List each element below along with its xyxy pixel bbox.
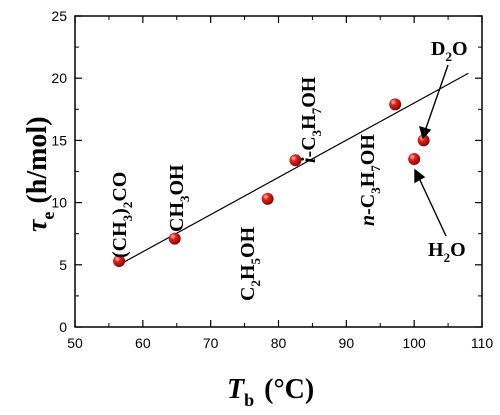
x-tick-label: 50 (67, 335, 83, 351)
y-tick-label: 25 (51, 8, 67, 24)
x-axis-unit: (°C) (264, 374, 314, 405)
annot-methanol: CH3OH (166, 164, 192, 232)
data-point (261, 192, 274, 205)
x-axis-title: Tb (°C) (227, 374, 314, 410)
x-axis-subscript: b (244, 390, 254, 410)
data-point (408, 153, 421, 166)
h2o-arrowhead (414, 168, 426, 184)
annot-acetone: (CH3)2CO (109, 172, 135, 258)
annotations: (CH3)2CO CH3OH C2H5OH i-C3H7OH n-C3H7OH … (109, 38, 468, 301)
y-axis-unit: (h/mol) (22, 116, 53, 203)
y-tick-label: 5 (59, 257, 67, 273)
annot-h2o: H2O (428, 239, 466, 265)
x-tick-label: 60 (135, 335, 151, 351)
axis-ticks (74, 15, 483, 328)
data-point (417, 134, 430, 147)
y-tick-label: 20 (51, 70, 67, 86)
data-points (113, 98, 430, 268)
y-axis-symbol: τ (22, 218, 53, 232)
y-axis-subscript: e (38, 212, 58, 220)
data-point (168, 232, 181, 245)
annot-d2o: D2O (431, 38, 468, 64)
annot-ethanol: C2H5OH (237, 226, 263, 301)
data-point (389, 98, 402, 111)
x-tick-label: 110 (471, 335, 494, 351)
y-tick-label: 10 (51, 195, 67, 211)
y-axis-title: τe (h/mol) (22, 116, 58, 232)
annot-isopropanol: i-C3H7OH (298, 76, 324, 163)
annotation-arrows (414, 64, 449, 237)
data-point (113, 255, 126, 268)
d2o-arrow-line (424, 64, 449, 132)
data-point (289, 154, 302, 167)
x-axis-symbol: T (227, 374, 246, 405)
x-tick-label: 100 (402, 335, 426, 351)
y-tick-label: 0 (59, 319, 67, 335)
fit-line (118, 72, 469, 266)
d2o-arrowhead (418, 125, 432, 140)
annot-npropanol: n-C3H7OH (357, 134, 383, 226)
h2o-arrow-line (418, 177, 447, 237)
tick-labels: 50 60 70 80 90 100 110 0 5 10 15 20 25 (51, 8, 493, 351)
x-tick-label: 90 (339, 335, 355, 351)
plot-frame (74, 15, 483, 328)
y-tick-label: 15 (51, 132, 67, 148)
x-tick-label: 70 (203, 335, 219, 351)
x-tick-label: 80 (271, 335, 287, 351)
